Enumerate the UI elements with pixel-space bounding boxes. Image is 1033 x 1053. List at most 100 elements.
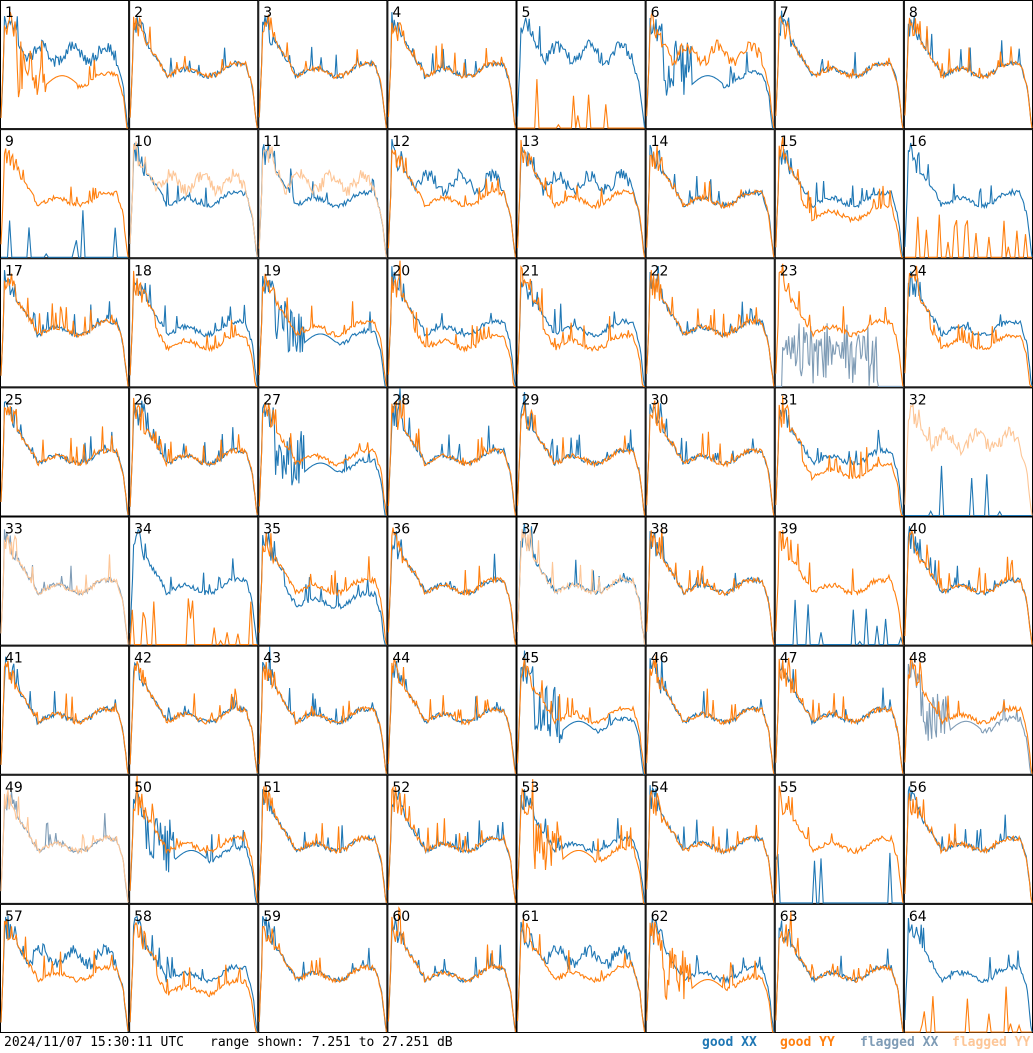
panel-34: 34 (129, 516, 259, 646)
panel-label: 36 (392, 522, 410, 538)
series-yy-line (775, 263, 904, 387)
panel-frame (129, 903, 259, 1033)
series-xx-line (0, 15, 129, 128)
panel-label: 6 (651, 5, 660, 21)
series-xx-line (904, 142, 1033, 258)
panel-frame (774, 387, 904, 517)
series-xx-line (129, 279, 258, 387)
panel-41: 41 (0, 645, 130, 775)
series-yy-line (646, 145, 775, 258)
panel-label: 60 (392, 909, 410, 925)
panel-46: 46 (645, 645, 775, 775)
panel-label: 20 (392, 263, 410, 279)
series-yy-line (129, 141, 258, 258)
panel-14: 14 (645, 129, 775, 259)
panel-label: 11 (263, 134, 281, 150)
panel-label: 26 (134, 392, 152, 408)
panel-45: 45 (516, 645, 646, 775)
panel-label: 25 (5, 392, 23, 408)
panel-frame (0, 0, 130, 130)
series-xx-line (516, 279, 646, 387)
panel-label: 63 (780, 909, 798, 925)
panel-label: 8 (909, 5, 918, 21)
panel-27: 27 (258, 387, 388, 517)
panel-62: 62 (645, 903, 775, 1033)
panel-38: 38 (645, 516, 775, 646)
series-xx-line (258, 404, 387, 517)
panel-label: 16 (909, 134, 927, 150)
series-yy-line (904, 265, 1032, 387)
series-yy-line (646, 270, 775, 387)
panel-58: 58 (129, 903, 259, 1033)
panel-15: 15 (774, 129, 904, 259)
series-yy-line (258, 14, 387, 129)
series-yy-line (0, 789, 129, 903)
panel-label: 44 (392, 651, 410, 667)
panel-31: 31 (774, 387, 904, 517)
series-xx-line (904, 917, 1033, 1033)
panel-label: 17 (5, 263, 23, 279)
series-yy-line (0, 660, 129, 774)
timestamp: 2024/11/07 15:30:11 UTC (4, 1035, 185, 1050)
panel-frame (774, 774, 904, 904)
series-xx-line (904, 465, 1032, 517)
series-xx-line (129, 528, 258, 645)
series-yy-line (387, 149, 517, 258)
series-xx-line (516, 17, 646, 129)
panel-frame (516, 129, 646, 259)
panel-52: 52 (387, 774, 517, 904)
panel-51: 51 (258, 774, 388, 904)
footer-bar: 2024/11/07 15:30:11 UTC range shown: 7.2… (0, 1033, 1033, 1053)
panel-frame (258, 516, 388, 646)
panel-2: 2 (129, 0, 259, 130)
series-yy-line (516, 528, 646, 645)
panel-53: 53 (516, 774, 646, 904)
series-yy-line (516, 265, 645, 387)
series-xx-line (516, 789, 646, 903)
series-yy-line (258, 402, 387, 516)
series-xx-line (904, 659, 1033, 775)
panel-10: 10 (129, 129, 259, 259)
panel-35: 35 (258, 516, 388, 646)
series-yy-line (904, 986, 1032, 1033)
series-yy-line (0, 534, 129, 645)
series-xx-line (258, 275, 387, 387)
panel-frame (258, 387, 388, 517)
panel-19: 19 (258, 258, 388, 388)
series-yy-line (129, 16, 258, 128)
panel-39: 39 (774, 516, 904, 646)
panel-label: 55 (780, 780, 798, 796)
panel-frame (387, 0, 517, 130)
series-yy-line (775, 657, 904, 774)
panel-label: 62 (651, 909, 669, 925)
panel-label: 61 (522, 909, 540, 925)
panel-frame (387, 774, 517, 904)
panel-frame (0, 645, 130, 775)
series-xx-line (129, 791, 258, 904)
panel-label: 18 (134, 263, 152, 279)
series-xx-line (646, 17, 774, 129)
panel-8: 8 (903, 0, 1033, 130)
panel-frame (0, 774, 130, 904)
panel-frame (129, 0, 259, 130)
series-xx-line (258, 532, 387, 646)
panel-18: 18 (129, 258, 259, 388)
series-yy-line (129, 598, 258, 646)
panel-7: 7 (774, 0, 904, 130)
panel-23: 23 (774, 258, 904, 388)
panel-60: 60 (387, 903, 517, 1033)
series-yy-line (775, 395, 903, 517)
panel-label: 33 (5, 522, 23, 538)
series-yy-line (516, 779, 645, 904)
panel-frame (774, 258, 904, 388)
panel-label: 56 (909, 780, 927, 796)
panel-frame (516, 645, 646, 775)
panel-label: 40 (909, 522, 927, 538)
panel-56: 56 (903, 774, 1033, 904)
panel-40: 40 (903, 516, 1033, 646)
panel-label: 48 (909, 651, 927, 667)
panel-frame (387, 129, 517, 259)
panel-57: 57 (0, 903, 130, 1033)
panel-label: 51 (263, 780, 281, 796)
